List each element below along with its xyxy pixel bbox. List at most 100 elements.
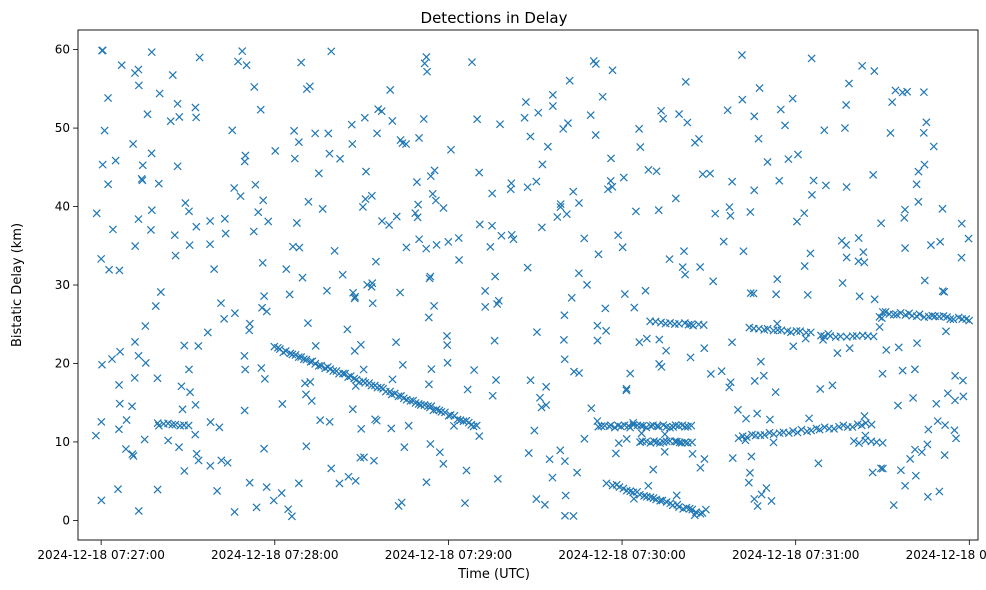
data-point-marker xyxy=(449,421,458,430)
data-point-marker xyxy=(654,422,663,431)
data-point-marker xyxy=(491,375,501,385)
data-point-marker xyxy=(311,341,320,350)
y-tick-label: 0 xyxy=(62,513,70,527)
data-point-marker xyxy=(356,453,365,462)
x-tick-label: 2024-12-18 07:27:00 xyxy=(37,548,164,562)
data-point-marker xyxy=(115,266,124,275)
data-point-marker xyxy=(92,209,101,218)
data-point-marker xyxy=(532,177,541,186)
data-point-marker xyxy=(796,327,805,336)
data-point-marker xyxy=(302,355,311,364)
data-point-marker xyxy=(848,422,857,432)
data-point-marker xyxy=(147,149,156,158)
data-point-marker xyxy=(367,381,376,390)
data-point-marker xyxy=(131,242,140,251)
data-point-marker xyxy=(105,265,114,274)
data-point-marker xyxy=(234,57,243,66)
data-point-marker xyxy=(350,374,359,383)
data-point-marker xyxy=(192,113,201,122)
data-point-marker xyxy=(861,431,870,440)
x-tick-label: 2024-12-18 07:30:00 xyxy=(558,548,685,562)
data-point-marker xyxy=(415,133,424,142)
data-point-marker xyxy=(153,374,162,383)
data-point-marker xyxy=(754,134,763,143)
data-point-marker xyxy=(717,367,726,376)
data-point-marker xyxy=(532,495,541,504)
data-point-marker xyxy=(964,234,973,243)
data-point-marker xyxy=(719,237,728,246)
data-point-marker xyxy=(419,114,428,124)
data-point-marker xyxy=(769,438,778,447)
data-point-marker xyxy=(206,240,215,249)
data-point-marker xyxy=(857,421,866,430)
data-point-marker xyxy=(949,315,958,324)
data-point-marker xyxy=(660,447,669,456)
data-point-marker xyxy=(377,107,386,116)
data-point-marker xyxy=(656,496,665,505)
data-point-marker xyxy=(878,369,887,378)
data-point-marker xyxy=(394,392,403,401)
data-point-marker xyxy=(423,67,432,76)
data-point-marker xyxy=(415,235,424,244)
data-point-marker xyxy=(626,369,635,378)
data-point-marker xyxy=(746,208,755,217)
data-point-marker xyxy=(143,110,152,119)
data-point-marker xyxy=(672,437,681,446)
y-tick-label: 20 xyxy=(55,356,70,370)
data-point-marker xyxy=(490,336,499,345)
data-point-marker xyxy=(875,312,884,321)
data-point-marker xyxy=(606,421,615,430)
data-point-marker xyxy=(753,409,762,418)
data-point-marker xyxy=(706,169,715,178)
y-axis: 0 10 20 30 40 50 60 xyxy=(55,43,78,527)
data-point-marker xyxy=(213,486,222,495)
data-point-marker xyxy=(728,177,737,186)
x-tick-label: 2024-12-18 07:32:00 xyxy=(906,548,986,562)
data-point-marker xyxy=(443,358,452,367)
data-point-marker xyxy=(115,399,124,408)
data-point-marker xyxy=(240,351,249,360)
data-point-marker xyxy=(801,334,810,343)
data-point-marker xyxy=(940,451,949,460)
data-point-marker xyxy=(130,337,140,346)
data-point-marker xyxy=(800,209,809,218)
data-point-marker xyxy=(655,335,664,344)
data-point-marker xyxy=(181,198,190,208)
data-point-marker xyxy=(526,376,535,385)
data-point-marker xyxy=(646,493,655,502)
data-point-marker xyxy=(659,114,668,123)
data-point-marker xyxy=(475,168,484,177)
data-point-marker xyxy=(443,341,452,350)
data-point-marker xyxy=(420,59,429,68)
data-point-marker xyxy=(842,100,851,109)
data-point-marker xyxy=(412,178,421,187)
data-point-marker xyxy=(854,234,863,243)
data-point-marker xyxy=(122,416,131,425)
data-point-marker xyxy=(432,405,441,414)
data-point-marker xyxy=(377,217,387,226)
data-point-marker xyxy=(346,372,355,381)
data-point-marker xyxy=(439,203,448,213)
data-point-marker xyxy=(836,332,845,341)
data-point-marker xyxy=(688,438,697,447)
data-point-marker xyxy=(191,103,200,112)
y-tick-label: 40 xyxy=(55,200,70,214)
data-point-marker xyxy=(367,191,376,200)
data-point-marker xyxy=(359,365,368,374)
data-point-marker xyxy=(635,124,644,133)
data-point-marker xyxy=(649,437,658,446)
data-point-marker xyxy=(662,437,671,446)
data-point-marker xyxy=(675,110,684,119)
data-point-marker xyxy=(327,47,336,56)
data-point-marker xyxy=(154,421,163,430)
data-point-marker xyxy=(491,272,500,281)
data-point-marker xyxy=(601,304,610,313)
data-point-marker xyxy=(914,167,923,176)
data-point-marker xyxy=(788,94,797,103)
data-point-marker xyxy=(534,108,543,117)
data-point-marker xyxy=(394,501,403,510)
data-point-marker xyxy=(696,262,705,272)
data-point-marker xyxy=(797,425,806,434)
data-point-marker xyxy=(594,250,603,259)
data-point-marker xyxy=(842,182,851,192)
